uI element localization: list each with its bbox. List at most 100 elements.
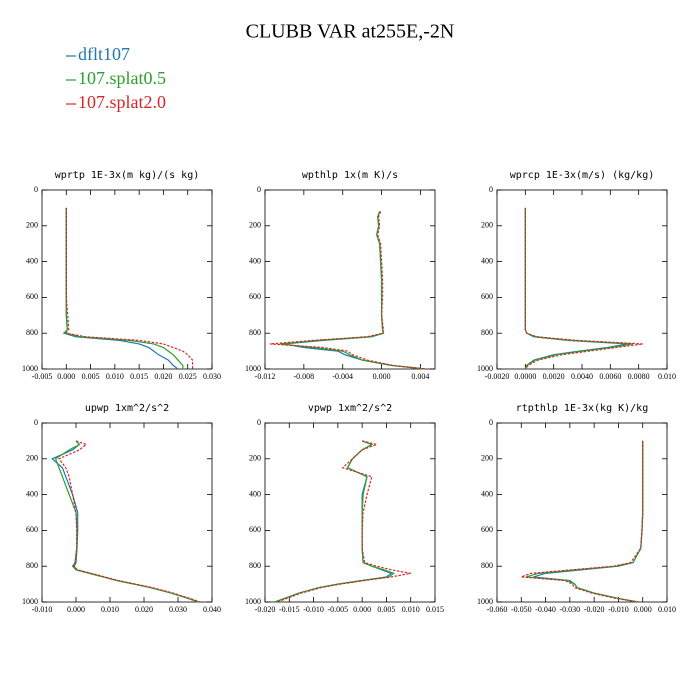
x-tick-label: 0.000: [67, 605, 85, 614]
legend-label: dflt107: [78, 44, 130, 64]
y-tick-label: 800: [26, 328, 38, 337]
figure-title: CLUBB VAR at255E,-2N: [246, 21, 455, 43]
y-tick-label: 400: [249, 489, 261, 498]
y-tick-label: 0: [489, 185, 493, 194]
y-tick-label: 200: [26, 221, 38, 230]
x-tick-label: 0.000: [57, 372, 75, 381]
y-tick-label: 600: [481, 292, 493, 301]
profile-line: [524, 207, 634, 370]
y-tick-label: 400: [26, 256, 38, 265]
x-tick-label: -0.012: [255, 372, 276, 381]
profile-line: [284, 211, 426, 370]
profile-line: [269, 211, 427, 370]
plot-frame: [264, 189, 436, 370]
profile-line: [524, 207, 643, 370]
panel-title: wpthlp 1x(m K)/s: [302, 170, 398, 181]
y-tick-label: 800: [26, 561, 38, 570]
x-tick-label: 0.005: [82, 372, 100, 381]
y-tick-label: 200: [481, 221, 493, 230]
profile-line: [274, 440, 393, 603]
x-tick-label: -0.010: [32, 605, 53, 614]
x-tick-label: -0.050: [511, 605, 532, 614]
y-tick-label: 800: [249, 328, 261, 337]
x-tick-label: -0.005: [32, 372, 53, 381]
x-tick-label: -0.0020: [485, 372, 510, 381]
plot-frame: [496, 189, 668, 370]
y-tick-label: 0: [489, 418, 493, 427]
y-tick-label: 0: [257, 185, 261, 194]
profile-line: [65, 207, 194, 369]
profile-line: [51, 440, 199, 603]
x-tick-label: 0.005: [377, 605, 395, 614]
x-tick-label: 0.000: [634, 605, 652, 614]
y-tick-label: 200: [249, 454, 261, 463]
y-tick-label: 800: [481, 328, 493, 337]
plot-frame: [496, 422, 668, 603]
x-tick-label: -0.020: [255, 605, 276, 614]
y-tick-label: 400: [481, 489, 493, 498]
profile-line: [533, 440, 644, 603]
x-tick-label: 0.020: [154, 372, 172, 381]
plot-frame: [264, 422, 436, 603]
x-tick-label: 0.010: [101, 605, 119, 614]
panel-title: vpwp 1xm^2/s^2: [308, 403, 392, 414]
y-tick-label: 600: [26, 525, 38, 534]
x-tick-label: -0.010: [608, 605, 629, 614]
x-tick-label: -0.060: [487, 605, 508, 614]
y-tick-label: 800: [249, 561, 261, 570]
x-tick-label: -0.030: [560, 605, 581, 614]
y-tick-label: 600: [249, 525, 261, 534]
x-tick-label: 0.030: [203, 372, 221, 381]
y-tick-label: 600: [249, 292, 261, 301]
panel-title: wprcp 1E-3x(m/s) (kg/kg): [510, 170, 655, 181]
y-tick-label: 1000: [477, 364, 493, 373]
y-tick-label: 600: [481, 525, 493, 534]
y-tick-label: 600: [26, 292, 38, 301]
y-tick-label: 0: [257, 418, 261, 427]
x-tick-label: 0.015: [130, 372, 148, 381]
profile-line: [54, 440, 199, 603]
x-tick-label: 0.010: [402, 605, 420, 614]
x-tick-label: 0.004: [411, 372, 429, 381]
x-tick-label: 0.040: [203, 605, 221, 614]
x-tick-label: 0.0080: [628, 372, 650, 381]
x-tick-label: 0.030: [169, 605, 187, 614]
x-tick-label: 0.0000: [514, 372, 536, 381]
legend-label: 107.splat2.0: [78, 92, 166, 112]
y-tick-label: 200: [481, 454, 493, 463]
y-tick-label: 1000: [22, 597, 38, 606]
profile-line: [279, 211, 426, 370]
plot-frame: [41, 189, 213, 370]
y-tick-label: 1000: [477, 597, 493, 606]
profile-line: [62, 207, 179, 370]
profile-line: [58, 440, 201, 603]
profile-line: [521, 440, 644, 603]
panel-title: wprtp 1E-3x(m kg)/(s kg): [55, 170, 200, 181]
x-tick-label: -0.005: [328, 605, 349, 614]
y-tick-label: 1000: [245, 597, 261, 606]
x-tick-label: 0.010: [106, 372, 124, 381]
profile-line: [274, 440, 395, 603]
x-tick-label: -0.040: [535, 605, 556, 614]
x-tick-label: 0.010: [658, 372, 676, 381]
y-tick-label: 0: [34, 418, 38, 427]
x-tick-label: 0.0060: [599, 372, 621, 381]
x-tick-label: 0.020: [135, 605, 153, 614]
x-tick-label: 0.0020: [543, 372, 565, 381]
legend-label: 107.splat0.5: [78, 68, 166, 88]
x-tick-label: -0.008: [294, 372, 315, 381]
profile-line: [524, 207, 628, 370]
y-tick-label: 200: [249, 221, 261, 230]
y-tick-label: 800: [481, 561, 493, 570]
y-tick-label: 0: [34, 185, 38, 194]
x-tick-label: -0.020: [584, 605, 605, 614]
x-tick-label: -0.015: [279, 605, 300, 614]
y-tick-label: 400: [249, 256, 261, 265]
y-tick-label: 200: [26, 454, 38, 463]
y-tick-label: 1000: [22, 364, 38, 373]
x-tick-label: 0.025: [179, 372, 197, 381]
x-tick-label: -0.004: [332, 372, 353, 381]
x-tick-label: 0.015: [426, 605, 444, 614]
